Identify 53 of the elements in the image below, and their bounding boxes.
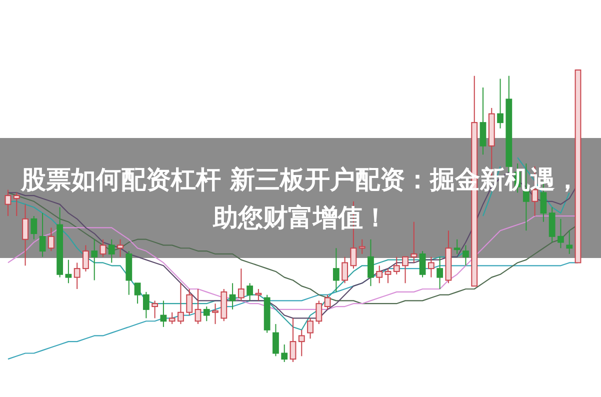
candlestick — [91, 238, 98, 281]
candlestick — [100, 238, 106, 258]
candlestick — [558, 218, 564, 249]
candlestick — [134, 282, 141, 304]
candlestick — [203, 306, 210, 322]
candlestick — [117, 238, 124, 258]
candlestick — [342, 256, 348, 284]
candlestick — [393, 256, 400, 275]
candlestick — [272, 324, 279, 357]
candlestick — [255, 288, 262, 302]
candlestick — [376, 265, 383, 284]
candlestick — [358, 238, 366, 254]
candlestick — [186, 288, 193, 316]
candlestick — [238, 268, 244, 302]
candlestick — [48, 227, 54, 252]
candlestick — [566, 230, 573, 254]
candlestick — [65, 259, 72, 284]
candlestick — [194, 288, 202, 325]
candlestick — [332, 248, 340, 292]
candlestick — [316, 300, 322, 325]
candlestick — [497, 78, 504, 129]
candlestick — [548, 206, 556, 243]
candlestick — [160, 300, 167, 328]
candlestick — [290, 318, 296, 362]
candlestick — [281, 344, 288, 362]
candlestick — [142, 291, 150, 319]
candlestick — [22, 204, 28, 266]
candlestick — [436, 256, 444, 290]
candlestick — [13, 192, 20, 216]
candlestick — [82, 244, 89, 272]
candlestick — [462, 244, 469, 266]
candlestick — [229, 282, 236, 310]
candlestick — [178, 282, 184, 325]
candlestick — [384, 268, 392, 284]
candlestick — [410, 221, 418, 264]
candlestick — [307, 318, 314, 340]
candlestick — [212, 303, 218, 325]
candlestick — [4, 189, 12, 216]
candlestick — [324, 294, 331, 310]
candlestick — [454, 238, 460, 254]
candlestick — [428, 256, 434, 278]
candlestick — [246, 282, 254, 302]
candlestick — [108, 238, 115, 264]
candlestick — [30, 216, 38, 240]
candlestick — [419, 250, 426, 278]
candlestick — [168, 312, 176, 325]
candlestick — [74, 262, 80, 290]
candlestick — [480, 87, 486, 156]
candlestick — [298, 329, 305, 357]
candlestick — [368, 238, 374, 287]
candlestick — [39, 212, 46, 258]
candlestick — [402, 256, 408, 284]
candlestick — [152, 300, 158, 319]
